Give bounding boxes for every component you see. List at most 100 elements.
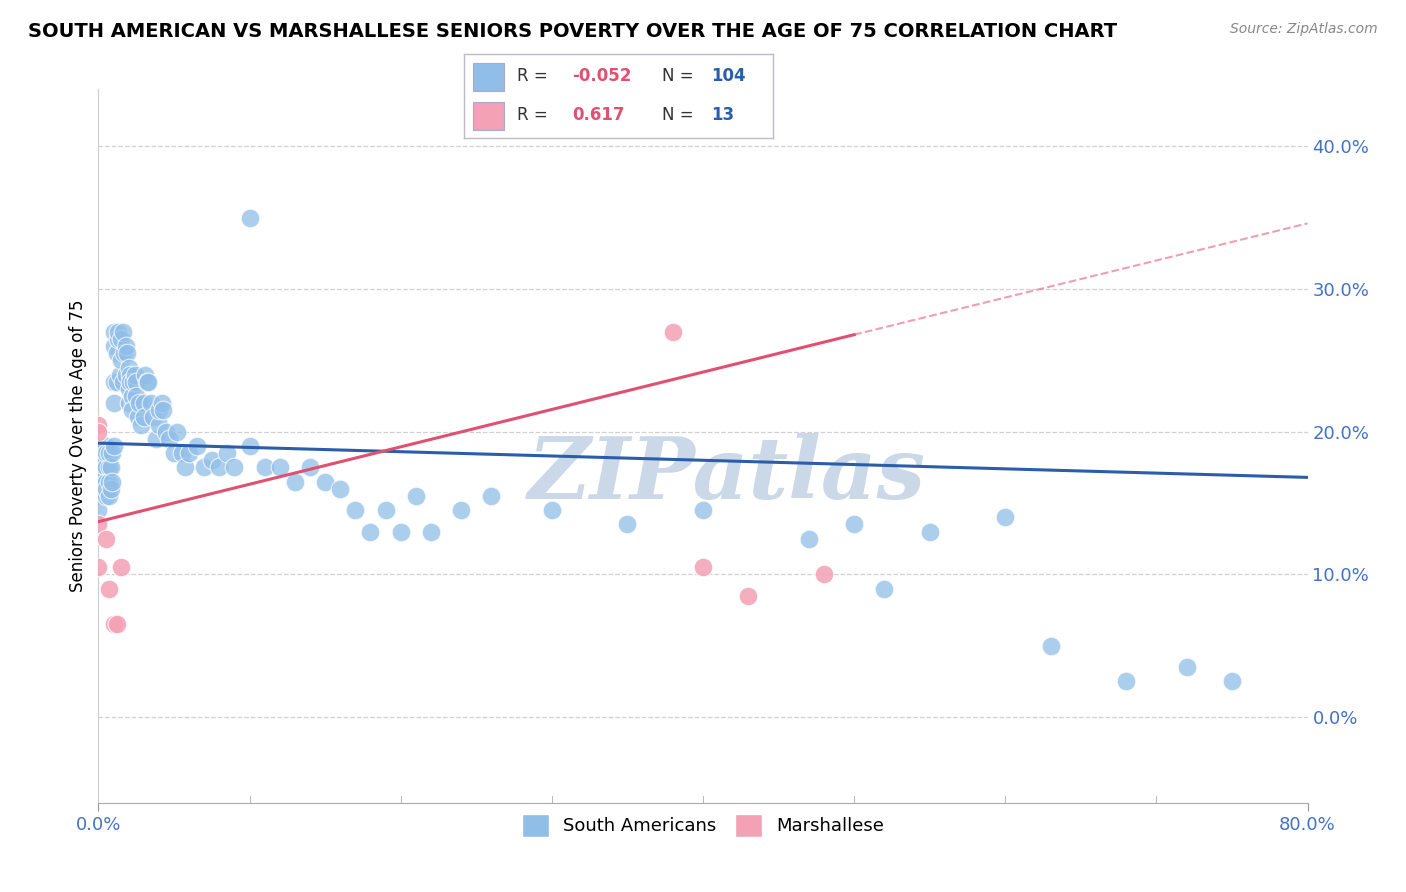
Point (114, 339, 136, 353)
Point (918, 524, 941, 539)
Point (152, 403, 174, 417)
Point (122, 375, 145, 389)
Text: N =: N = (662, 68, 693, 86)
Point (87, 560, 110, 574)
Point (215, 446, 238, 460)
Point (145, 432, 167, 446)
Point (1220, 674, 1243, 689)
Point (100, 460, 122, 475)
Point (112, 346, 135, 360)
Point (239, 439, 262, 453)
Point (166, 425, 188, 439)
Point (103, 325, 125, 339)
Point (118, 396, 141, 410)
Point (110, 332, 132, 346)
Point (148, 417, 170, 432)
Point (389, 524, 412, 539)
Point (253, 460, 276, 475)
Point (269, 460, 291, 475)
Point (94, 439, 117, 453)
Point (94, 482, 117, 496)
Point (224, 460, 246, 475)
Point (103, 339, 125, 353)
Point (994, 510, 1017, 524)
Point (87, 517, 110, 532)
Point (101, 446, 124, 460)
Point (1115, 674, 1137, 689)
Text: Source: ZipAtlas.com: Source: ZipAtlas.com (1230, 22, 1378, 37)
Point (135, 375, 157, 389)
Point (737, 589, 759, 603)
Point (450, 503, 472, 517)
Point (108, 368, 131, 382)
Point (141, 396, 163, 410)
Point (540, 503, 562, 517)
Point (136, 375, 159, 389)
Point (103, 439, 125, 453)
Text: -0.052: -0.052 (572, 68, 631, 86)
Text: 104: 104 (711, 68, 747, 86)
Point (179, 446, 201, 460)
Point (94, 489, 117, 503)
Point (110, 560, 132, 574)
Point (129, 417, 152, 432)
Point (103, 617, 125, 632)
Point (873, 582, 896, 596)
FancyBboxPatch shape (474, 62, 505, 91)
Point (616, 517, 638, 532)
Point (692, 560, 714, 574)
Point (118, 360, 141, 375)
Point (844, 517, 866, 532)
Point (87, 475, 110, 489)
Point (170, 446, 193, 460)
FancyBboxPatch shape (474, 102, 505, 130)
Point (111, 325, 134, 339)
Point (125, 389, 148, 403)
Point (155, 425, 177, 439)
Point (98, 582, 121, 596)
Point (128, 396, 150, 410)
Point (94, 460, 117, 475)
Text: R =: R = (516, 68, 547, 86)
Point (124, 368, 146, 382)
Point (813, 567, 835, 582)
Point (134, 368, 156, 382)
Point (94, 475, 117, 489)
Point (110, 353, 132, 368)
Legend: South Americans, Marshallese: South Americans, Marshallese (515, 807, 891, 844)
Point (142, 410, 165, 425)
Point (344, 503, 367, 517)
Point (107, 332, 129, 346)
Point (87, 467, 110, 482)
Point (186, 439, 208, 453)
Point (159, 432, 181, 446)
Point (208, 460, 231, 475)
Point (481, 489, 503, 503)
Text: 0.617: 0.617 (572, 106, 624, 124)
Point (150, 396, 173, 410)
Point (148, 403, 170, 417)
Y-axis label: Seniors Poverty Over the Age of 75: Seniors Poverty Over the Age of 75 (69, 300, 87, 592)
Point (692, 503, 714, 517)
Text: 13: 13 (711, 106, 734, 124)
Point (120, 368, 142, 382)
Point (98, 446, 121, 460)
Point (101, 475, 124, 489)
Point (360, 524, 382, 539)
Point (125, 375, 148, 389)
Point (120, 375, 142, 389)
Point (132, 410, 155, 425)
Point (105, 617, 128, 632)
Point (114, 368, 136, 382)
Point (118, 382, 141, 396)
Point (163, 446, 186, 460)
Point (98, 489, 121, 503)
Text: SOUTH AMERICAN VS MARSHALLESE SENIORS POVERTY OVER THE AGE OF 75 CORRELATION CHA: SOUTH AMERICAN VS MARSHALLESE SENIORS PO… (28, 22, 1118, 41)
Point (87, 503, 110, 517)
Point (405, 489, 427, 503)
Point (87, 417, 110, 432)
Text: ZIPatlas: ZIPatlas (529, 433, 927, 516)
Point (1039, 639, 1062, 653)
Point (107, 325, 129, 339)
Point (284, 475, 307, 489)
